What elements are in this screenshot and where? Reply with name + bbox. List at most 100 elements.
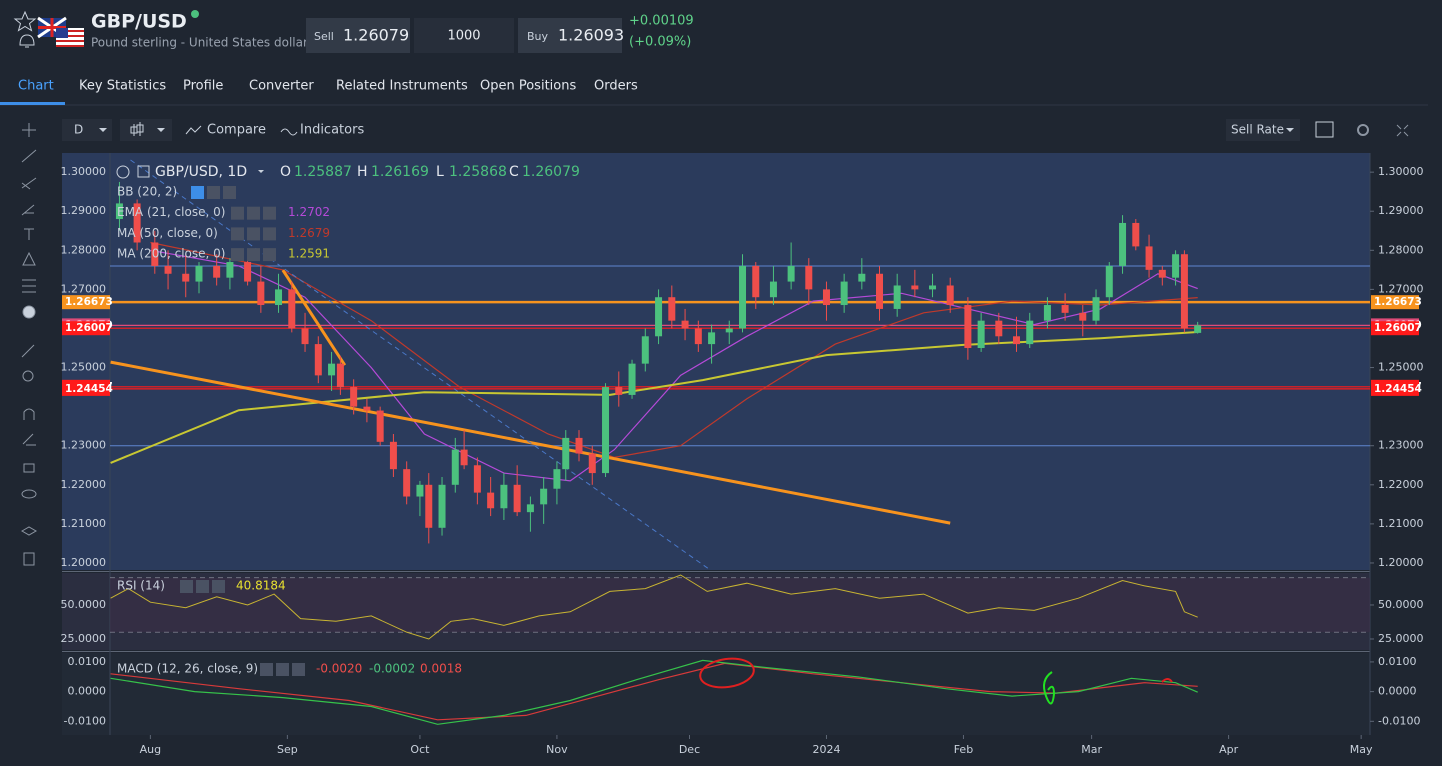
- y-tick-label: 1.20000: [1378, 556, 1424, 569]
- status-dot: [191, 10, 199, 18]
- candle-body: [389, 441, 397, 470]
- candle-body: [628, 363, 636, 395]
- buy-label: Buy: [527, 30, 549, 43]
- tab[interactable]: Key Statistics: [79, 79, 166, 94]
- indicator-control[interactable]: [263, 248, 276, 262]
- price-tag: [1371, 295, 1419, 310]
- macd-value: 0.0018: [420, 662, 462, 676]
- y-tick-label: 1.29000: [61, 204, 107, 217]
- indicator-control[interactable]: [263, 227, 276, 241]
- caret: [99, 128, 107, 132]
- indicator-control[interactable]: [247, 248, 260, 262]
- indicator-control[interactable]: [247, 227, 260, 241]
- indicator-control[interactable]: [231, 227, 244, 241]
- crosshair-tool[interactable]: [22, 123, 36, 137]
- tab[interactable]: Related Instruments: [336, 79, 468, 94]
- candle-body: [858, 273, 866, 282]
- candle-body: [1132, 222, 1140, 247]
- indicator-control[interactable]: [191, 186, 204, 199]
- quantity-input[interactable]: [414, 18, 514, 53]
- low-label: L: [436, 164, 444, 180]
- text-tool[interactable]: [24, 228, 34, 240]
- indicator-name: MA (50, close, 0): [117, 226, 218, 240]
- line-tool[interactable]: [21, 149, 37, 163]
- y-tick-label: 1.22000: [1378, 478, 1424, 491]
- sell-button[interactable]: [306, 18, 410, 53]
- indicator-control[interactable]: [212, 580, 225, 593]
- indicator-control[interactable]: [231, 206, 244, 220]
- caret: [1286, 128, 1294, 132]
- hand-annotation: [699, 657, 755, 689]
- fib-tool[interactable]: [21, 177, 37, 190]
- rsi-name: RSI (14): [117, 579, 165, 593]
- price-tag: [62, 321, 110, 336]
- rate-select[interactable]: [1226, 119, 1300, 141]
- fullscreen-button[interactable]: [1396, 124, 1409, 137]
- candle-body: [822, 289, 830, 306]
- indicator-control[interactable]: [223, 186, 236, 199]
- interval-select[interactable]: [62, 119, 112, 141]
- magnet-tool[interactable]: [23, 408, 35, 420]
- candle-body: [460, 449, 468, 466]
- indicator-line: [150, 241, 1198, 459]
- y-tick-label: -0.0100: [1378, 714, 1420, 727]
- y-tick-label: 1.22000: [61, 478, 107, 491]
- indicator-control[interactable]: [260, 663, 273, 676]
- tab[interactable]: Converter: [249, 79, 314, 94]
- y-tick-label: 25.0000: [1378, 632, 1424, 645]
- candle-body: [655, 297, 663, 337]
- candle-body: [725, 328, 733, 333]
- axes: 1.30000 1.30000 1.29000 1.29000 1.28000 1.280…: [61, 165, 1424, 756]
- tab[interactable]: Orders: [594, 79, 638, 94]
- indicator-control[interactable]: [247, 206, 260, 220]
- candle-body: [752, 265, 760, 298]
- change: +0.00109: [629, 14, 694, 29]
- compare-button[interactable]: Compare: [207, 123, 266, 138]
- price-tag: [1371, 321, 1419, 336]
- chart-type-select[interactable]: [120, 119, 172, 141]
- tab[interactable]: Open Positions: [480, 79, 576, 94]
- zoom-tool[interactable]: [22, 370, 34, 382]
- settings-button[interactable]: [1357, 124, 1369, 136]
- chart-title: GBP/USD, 1D: [155, 164, 247, 180]
- price-tag-label: 1.24454: [1374, 383, 1422, 395]
- indicator-control[interactable]: [231, 248, 244, 262]
- delete-tool[interactable]: [23, 552, 35, 566]
- indicator-control[interactable]: [292, 663, 305, 676]
- legend-toggle[interactable]: [116, 165, 130, 179]
- alert-icon[interactable]: [19, 34, 35, 48]
- lock-drawing-tool[interactable]: [22, 433, 36, 446]
- indicator-control[interactable]: [207, 186, 220, 199]
- ruler-tool[interactable]: [21, 344, 35, 358]
- legend-collapse[interactable]: [137, 165, 150, 178]
- indicators-button[interactable]: Indicators: [300, 123, 364, 138]
- y-tick-label: 1.29000: [1378, 204, 1424, 217]
- layout-button[interactable]: [1315, 121, 1334, 138]
- pattern-tool[interactable]: [22, 251, 36, 266]
- indicator-line: [150, 249, 1198, 482]
- candle-body: [182, 273, 190, 282]
- x-tick-label: Aug: [140, 743, 161, 756]
- indicator-control[interactable]: [276, 663, 289, 676]
- candle-body: [893, 285, 901, 309]
- buy-button[interactable]: [518, 18, 622, 53]
- candle-body: [575, 437, 583, 454]
- visibility-tool[interactable]: [21, 489, 37, 499]
- candle-body: [244, 262, 252, 282]
- layers-tool[interactable]: [20, 526, 38, 536]
- indicator-control[interactable]: [196, 580, 209, 593]
- lock-tool[interactable]: [23, 463, 35, 473]
- indicator-control[interactable]: [180, 580, 193, 593]
- y-tick-label: 1.20000: [61, 556, 107, 569]
- projection-tool[interactable]: [22, 279, 36, 293]
- tab[interactable]: Chart: [18, 79, 54, 94]
- star-icon[interactable]: [13, 10, 37, 32]
- candle-body: [151, 242, 159, 266]
- indicator-control[interactable]: [263, 206, 276, 220]
- candle-icon: [130, 122, 144, 136]
- rsi-band-fill: [110, 577, 1370, 633]
- brush-tool[interactable]: [21, 204, 35, 216]
- tab[interactable]: Profile: [183, 79, 223, 94]
- help-icon[interactable]: [22, 305, 36, 319]
